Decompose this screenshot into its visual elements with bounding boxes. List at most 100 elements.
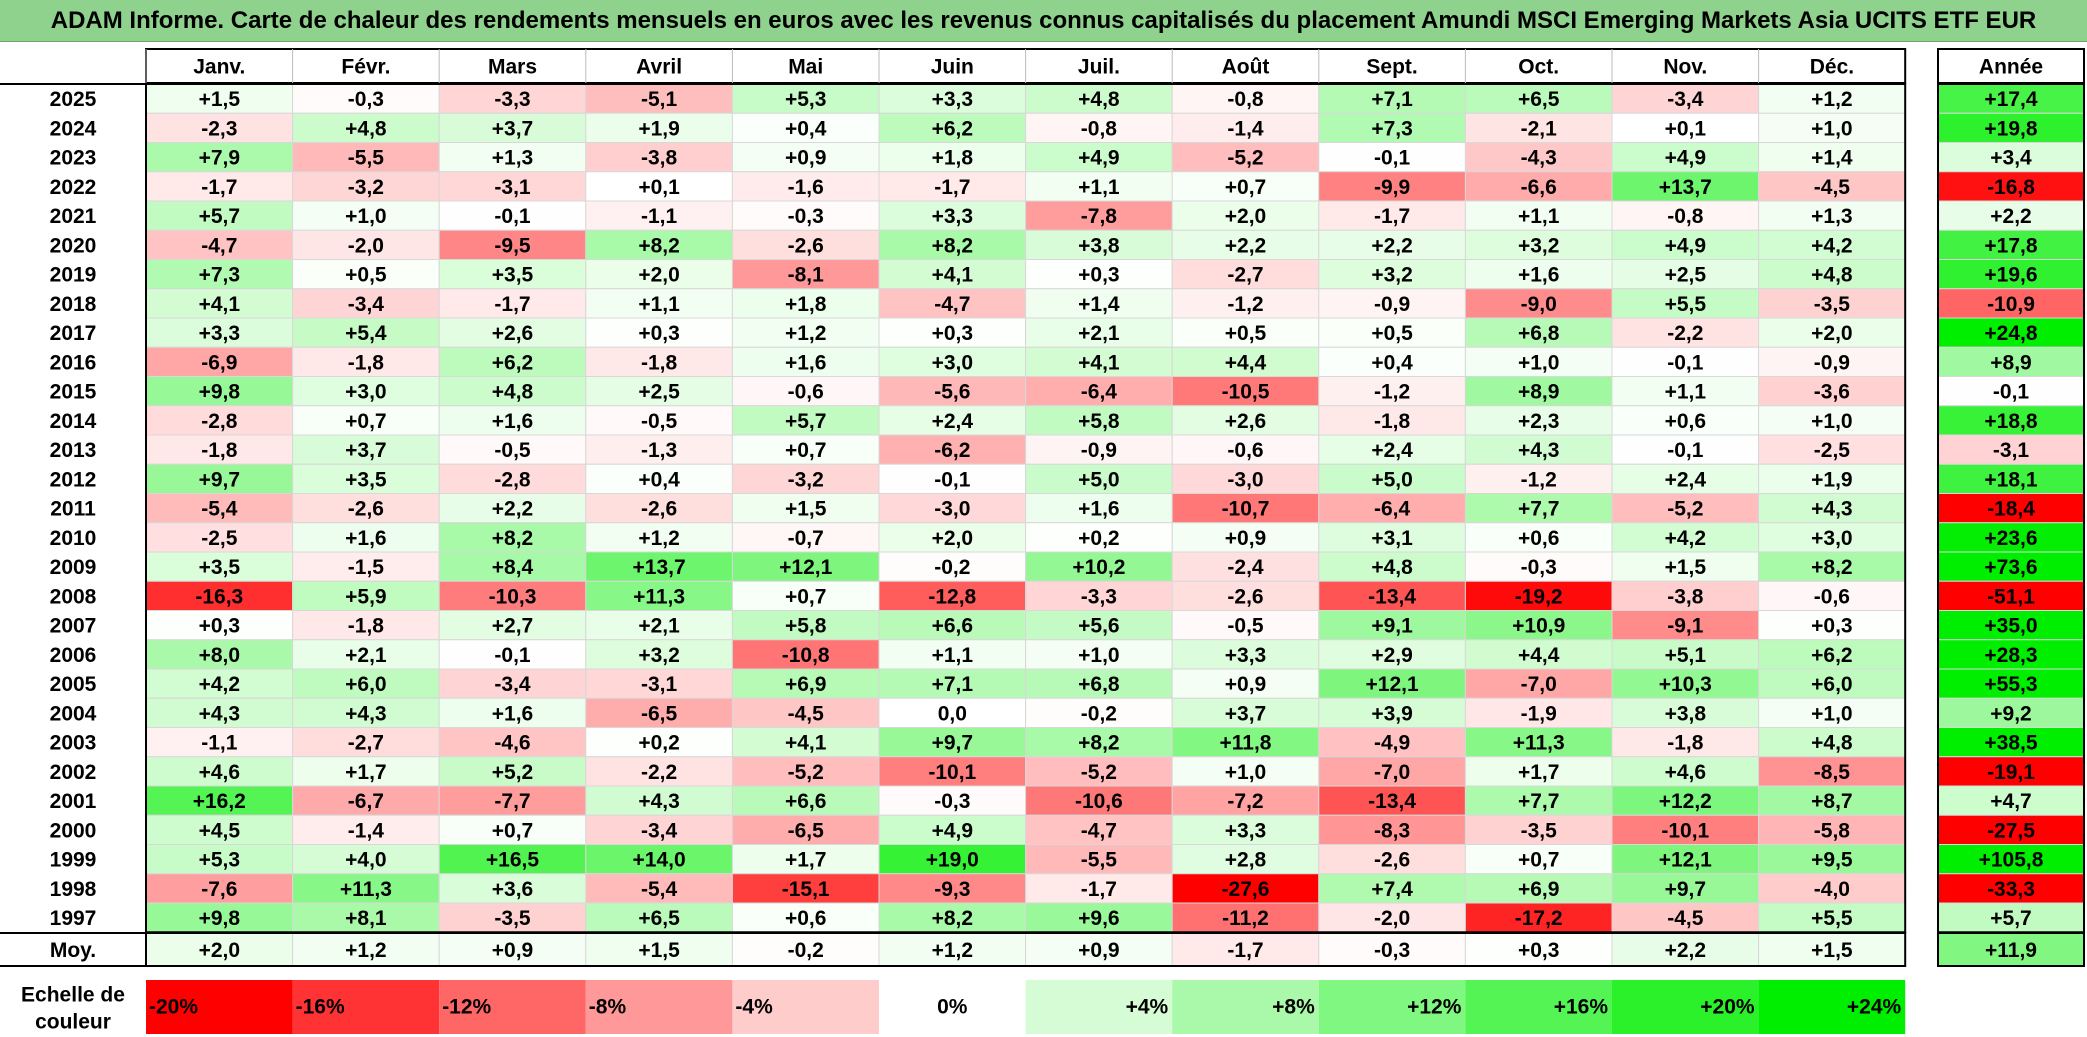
heatmap-cell	[1758, 288, 1906, 319]
heatmap-cell	[1318, 112, 1466, 143]
month-header: Août	[1222, 56, 1270, 79]
cell-value: +14,0	[633, 849, 686, 872]
cell-value: +9,7	[1665, 878, 1706, 901]
heatmap-cell	[1464, 493, 1613, 524]
cell-value: +2,1	[638, 615, 680, 638]
cell-value: +0,9	[785, 147, 826, 170]
cell-value: -3,4	[494, 673, 531, 696]
year-label: 2025	[50, 88, 97, 111]
cell-value: +3,8	[1665, 702, 1707, 725]
year-label: 2023	[50, 147, 97, 170]
annual-value: +3,4	[1990, 147, 2032, 170]
cell-value: -1,1	[641, 205, 678, 228]
heatmap-cell	[1758, 668, 1906, 699]
heatmap-cell	[1611, 756, 1760, 787]
heatmap-cell	[292, 317, 440, 348]
year-label: 2022	[50, 176, 97, 199]
cell-value: +2,9	[1371, 644, 1412, 667]
cell-value: +2,4	[1665, 468, 1707, 491]
year-label: 2001	[50, 790, 97, 813]
heatmap-cell	[1464, 112, 1613, 143]
annual-value: -51,1	[1987, 585, 2035, 608]
cell-value: +0,3	[1078, 264, 1119, 287]
heatmap-cell	[292, 610, 440, 641]
heatmap-cell	[1171, 434, 1320, 465]
cell-value: +2,8	[1225, 849, 1267, 872]
cell-value: -12,8	[928, 585, 976, 608]
average-value: +1,5	[1811, 939, 1853, 962]
annual-value: -27,5	[1987, 819, 2035, 842]
scale-swatch	[1612, 980, 1759, 1034]
cell-value: +9,7	[932, 732, 973, 755]
cell-value: +5,3	[785, 88, 826, 111]
cell-value: -0,9	[1374, 293, 1410, 316]
cell-value: -27,6	[1222, 878, 1270, 901]
cell-value: +1,1	[638, 293, 680, 316]
cell-value: +1,0	[1811, 702, 1852, 725]
heatmap-cell	[1611, 405, 1760, 436]
cell-value: +2,7	[492, 615, 533, 638]
heatmap-cell	[878, 142, 1027, 173]
annual-value: +28,3	[1984, 644, 2037, 667]
heatmap-cell	[1758, 317, 1906, 348]
cell-value: -3,4	[641, 819, 678, 842]
heatmap-cell	[1025, 610, 1173, 641]
heatmap-cell	[1611, 434, 1760, 465]
scale-swatch	[585, 980, 733, 1034]
heatmap-cell	[731, 814, 880, 845]
year-label: 2000	[50, 819, 97, 842]
year-label: 1999	[50, 849, 97, 872]
cell-value: -2,6	[788, 234, 824, 257]
heatmap-cell	[1611, 668, 1760, 699]
cell-value: +0,7	[492, 819, 533, 842]
cell-value: +1,6	[785, 351, 826, 374]
heatmap-cell	[731, 83, 880, 114]
cell-value: +2,5	[638, 381, 680, 404]
average-value: +0,3	[1518, 939, 1559, 962]
cell-value: +6,9	[1518, 878, 1559, 901]
cell-value: +2,5	[1665, 264, 1707, 287]
cell-value: +1,5	[199, 88, 241, 111]
cell-value: +2,2	[492, 498, 533, 521]
heatmap-cell	[1464, 580, 1613, 611]
cell-value: +5,7	[785, 410, 826, 433]
scale-step-label: 0%	[937, 996, 968, 1019]
heatmap-cell	[1611, 200, 1760, 231]
heatmap-cell	[585, 668, 733, 699]
heatmap-cell	[1758, 463, 1906, 494]
cell-value: -0,3	[1521, 556, 1557, 579]
year-label: 2012	[50, 468, 97, 491]
cell-value: -5,5	[348, 147, 385, 170]
heatmap-cell	[145, 463, 294, 494]
cell-value: +7,1	[1371, 88, 1413, 111]
cell-value: +13,7	[1659, 176, 1712, 199]
heatmap-cell	[1318, 727, 1466, 758]
cell-value: -1,7	[1081, 878, 1117, 901]
cell-value: -3,4	[1667, 88, 1704, 111]
cell-value: -3,6	[1814, 381, 1850, 404]
cell-value: +1,6	[492, 702, 533, 725]
year-label: 2021	[50, 205, 97, 228]
cell-value: -6,2	[934, 439, 970, 462]
cell-value: -0,1	[1667, 439, 1704, 462]
heatmap-cell	[731, 610, 880, 641]
month-header: Sept.	[1366, 56, 1417, 79]
cell-value: -10,7	[1222, 498, 1270, 521]
heatmap-cell	[145, 200, 294, 231]
heatmap-cell	[1611, 288, 1760, 319]
heatmap-cell	[438, 844, 587, 875]
heatmap-cell	[292, 463, 440, 494]
cell-value: -2,6	[1374, 849, 1410, 872]
cell-value: +2,0	[638, 264, 679, 287]
cell-value: +3,7	[492, 117, 533, 140]
year-label: 2009	[50, 556, 97, 579]
heatmap-cell	[878, 346, 1027, 377]
heatmap-cell	[1025, 405, 1173, 436]
month-header: Févr.	[341, 56, 390, 79]
heatmap-cell	[1025, 668, 1173, 699]
cell-value: +1,1	[1078, 176, 1120, 199]
cell-value: -0,3	[348, 88, 384, 111]
cell-value: +0,6	[1518, 527, 1559, 550]
cell-value: -1,7	[934, 176, 970, 199]
cell-value: +1,6	[345, 527, 386, 550]
